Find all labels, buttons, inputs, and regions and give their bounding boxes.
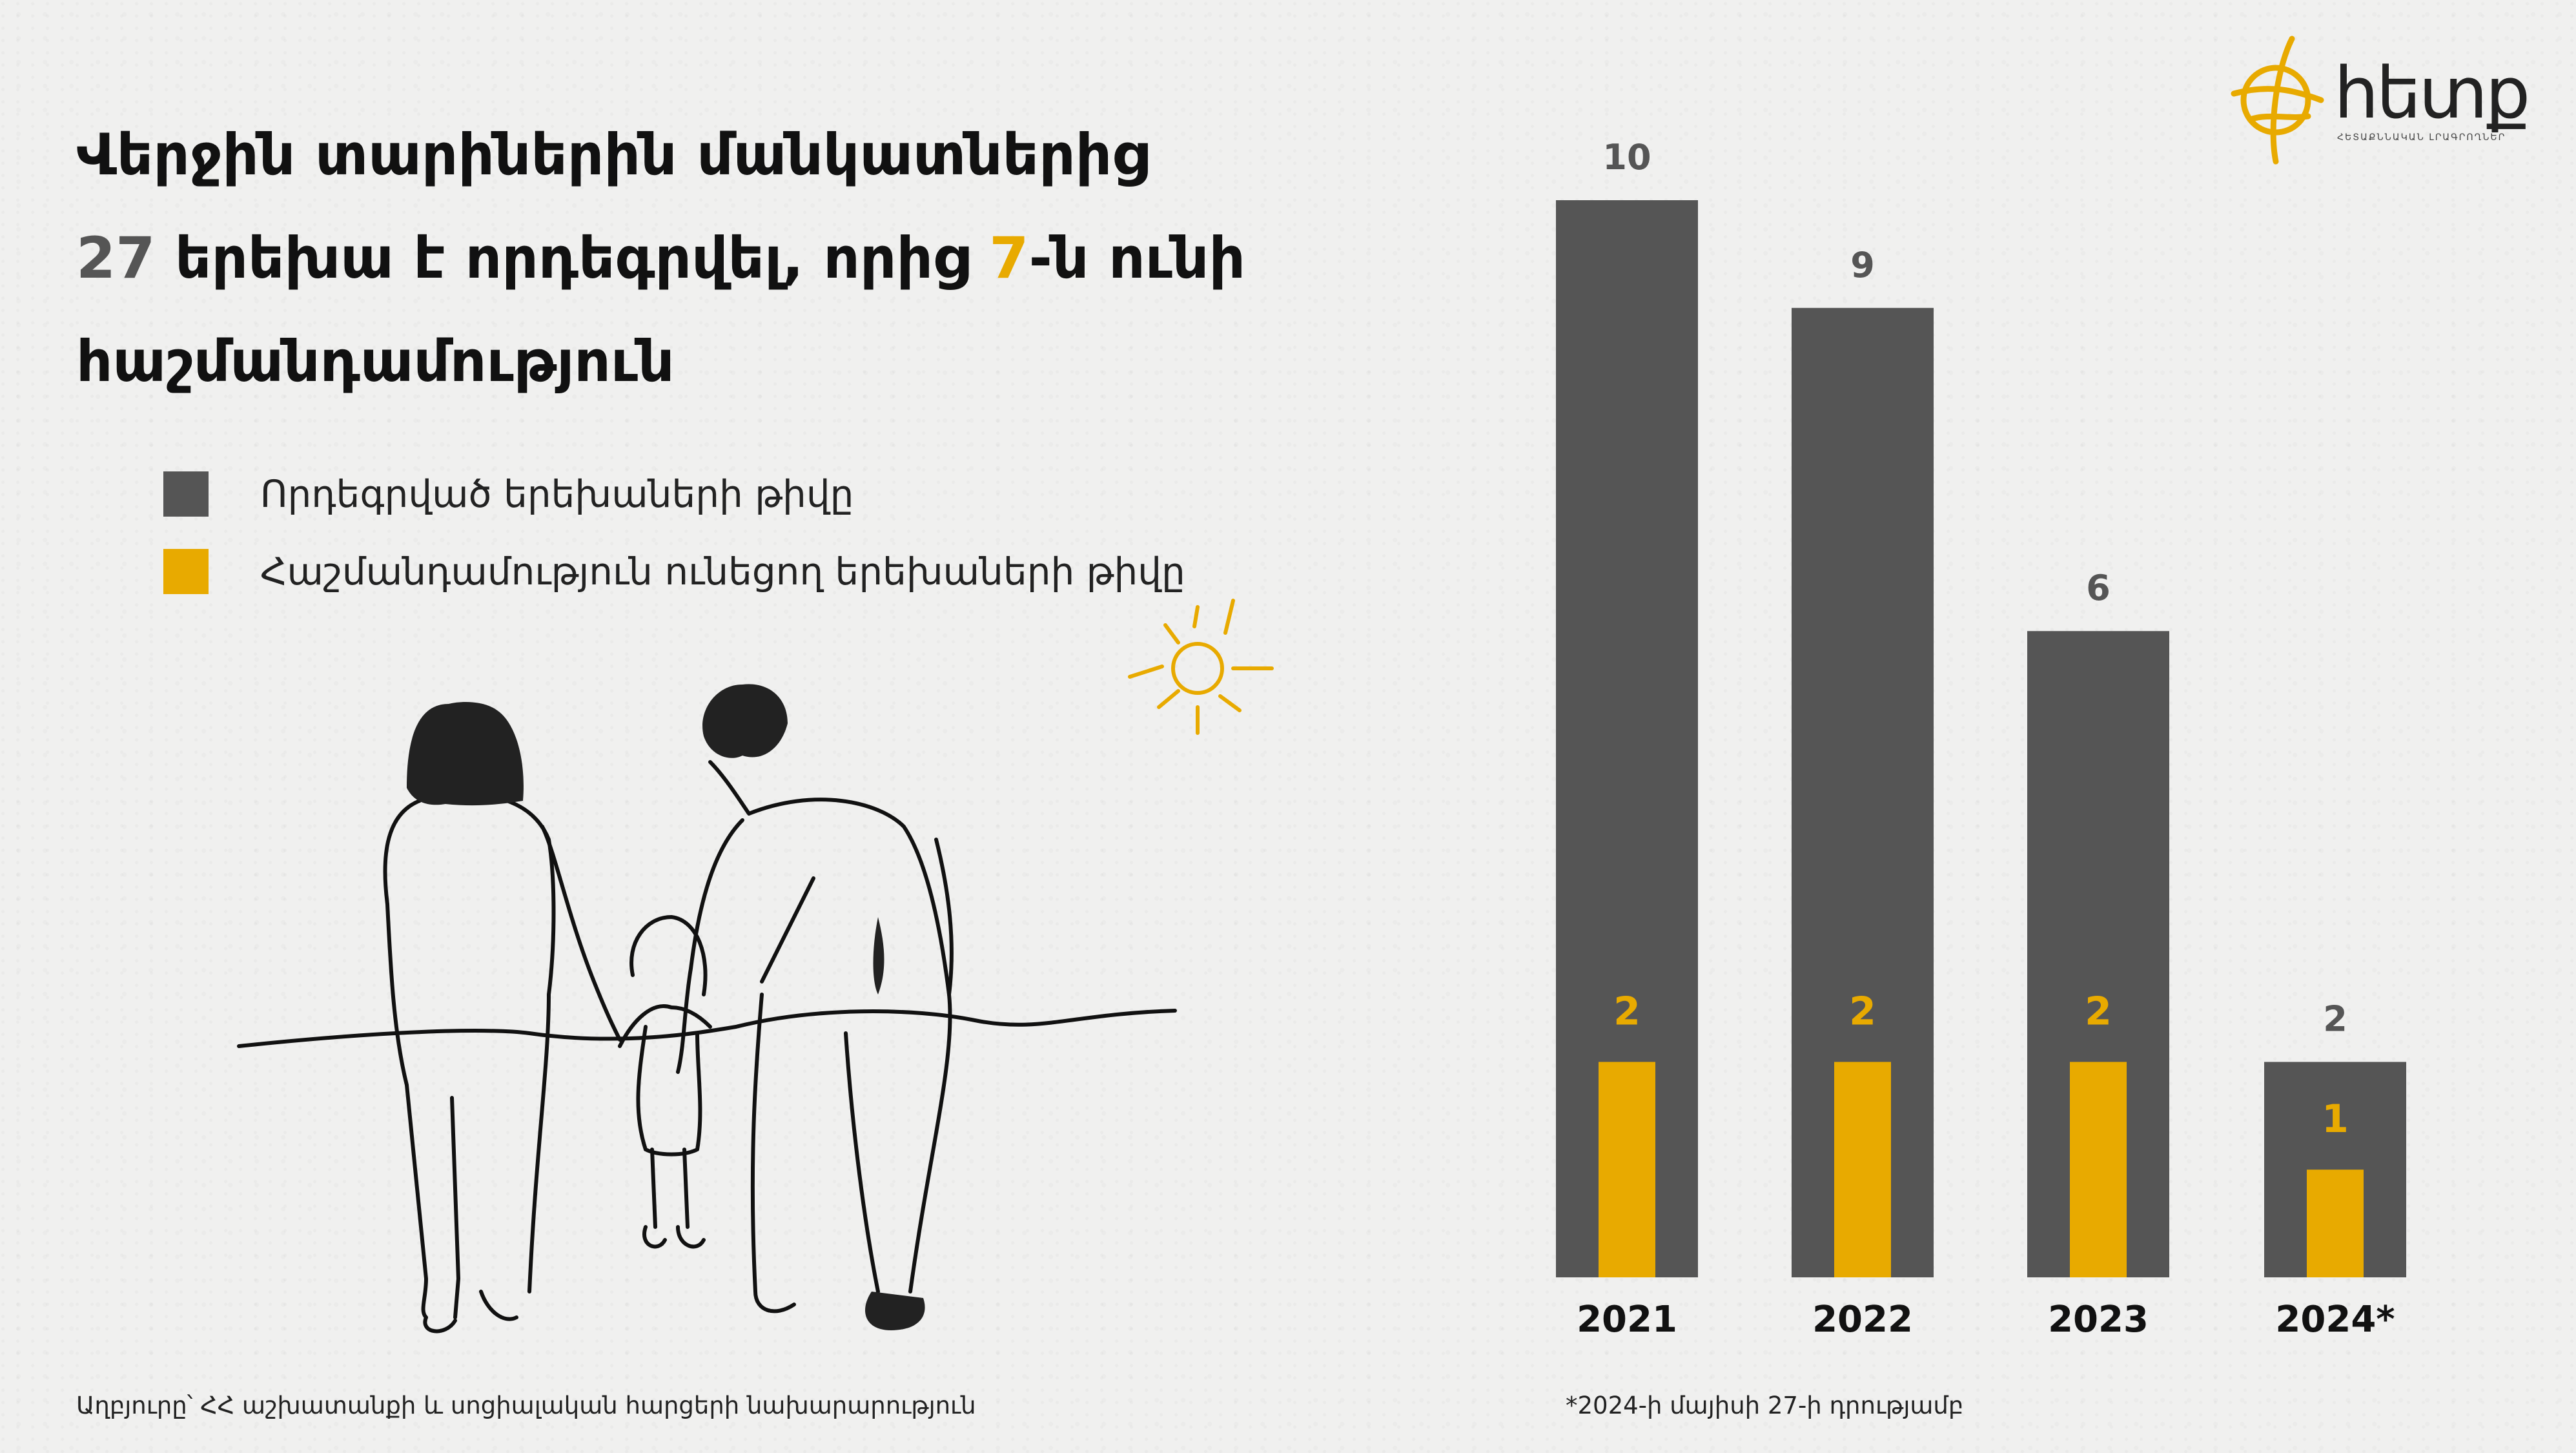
- date-footnote: *2024-ի մայիսի 27-ի դրությամբ: [1566, 1392, 1964, 1419]
- headline-disabled-number: 7: [989, 225, 1029, 291]
- sun-icon: [1128, 599, 1274, 735]
- headline-line-3: հաշմանդամություն: [76, 328, 675, 395]
- headline-line-2-mid: երեխա է որդեգրվել, որից: [155, 225, 990, 291]
- headline-total-number: 27: [76, 225, 156, 291]
- legend-swatch-adopted: [163, 471, 209, 517]
- bar-disabled-2023: [2070, 1062, 2127, 1277]
- legend-label-disabled: Հաշմանդամություն ունեցող երեխաների թիվը: [260, 550, 1185, 593]
- x-tick-2023: 2023: [2048, 1299, 2149, 1341]
- label-adopted-2023: 6: [2086, 568, 2111, 608]
- label-adopted-2022: 9: [1850, 245, 1875, 285]
- headline-line-2: 27 երեխա է որդեգրվել, որից 7-ն ունի: [76, 207, 1522, 310]
- x-tick-2021: 2021: [1577, 1299, 1677, 1341]
- x-tick-2024*: 2024*: [2275, 1299, 2395, 1341]
- headline: Վերջին տարիներին մանկատներից 27 երեխա է …: [76, 103, 1522, 413]
- legend-item-adopted: Որդեգրված երեխաների թիվը: [163, 455, 1185, 533]
- bar-disabled-2024*: [2307, 1170, 2364, 1277]
- bar-disabled-2022: [1834, 1062, 1891, 1277]
- headline-line-2-end: -ն ունի: [1028, 225, 1246, 291]
- label-disabled-2021: 2: [1613, 989, 1641, 1034]
- logo-tagline: ՀԵՏԱՔՆՆԱԿԱՆ ԼՐԱԳՐՈՂՆԵՐ: [2337, 132, 2506, 143]
- logo-name: հետք: [2334, 52, 2531, 134]
- label-disabled-2023: 2: [2085, 989, 2112, 1034]
- family-illustration: [237, 684, 1177, 1334]
- logo-icon: [2231, 36, 2324, 165]
- logo: հետք ՀԵՏԱՔՆՆԱԿԱՆ ԼՐԱԳՐՈՂՆԵՐ: [2231, 32, 2531, 170]
- legend-label-adopted: Որդեգրված երեխաների թիվը: [260, 472, 854, 516]
- label-disabled-2024*: 1: [2322, 1097, 2349, 1142]
- bar-disabled-2021: [1599, 1062, 1655, 1277]
- label-disabled-2022: 2: [1849, 989, 1876, 1034]
- legend-swatch-disabled: [163, 549, 209, 594]
- legend-item-disabled: Հաշմանդամություն ունեցող երեխաների թիվը: [163, 533, 1185, 610]
- label-adopted-2021: 10: [1602, 137, 1651, 178]
- legend: Որդեգրված երեխաների թիվը Հաշմանդամությու…: [163, 455, 1185, 610]
- x-tick-2022: 2022: [1812, 1299, 1913, 1341]
- source-note: Աղբյուրը՝ ՀՀ աշխատանքի և սոցիալական հարց…: [76, 1392, 976, 1419]
- headline-line-1: Վերջին տարիներին մանկատներից: [76, 121, 1149, 188]
- label-adopted-2024*: 2: [2323, 998, 2347, 1039]
